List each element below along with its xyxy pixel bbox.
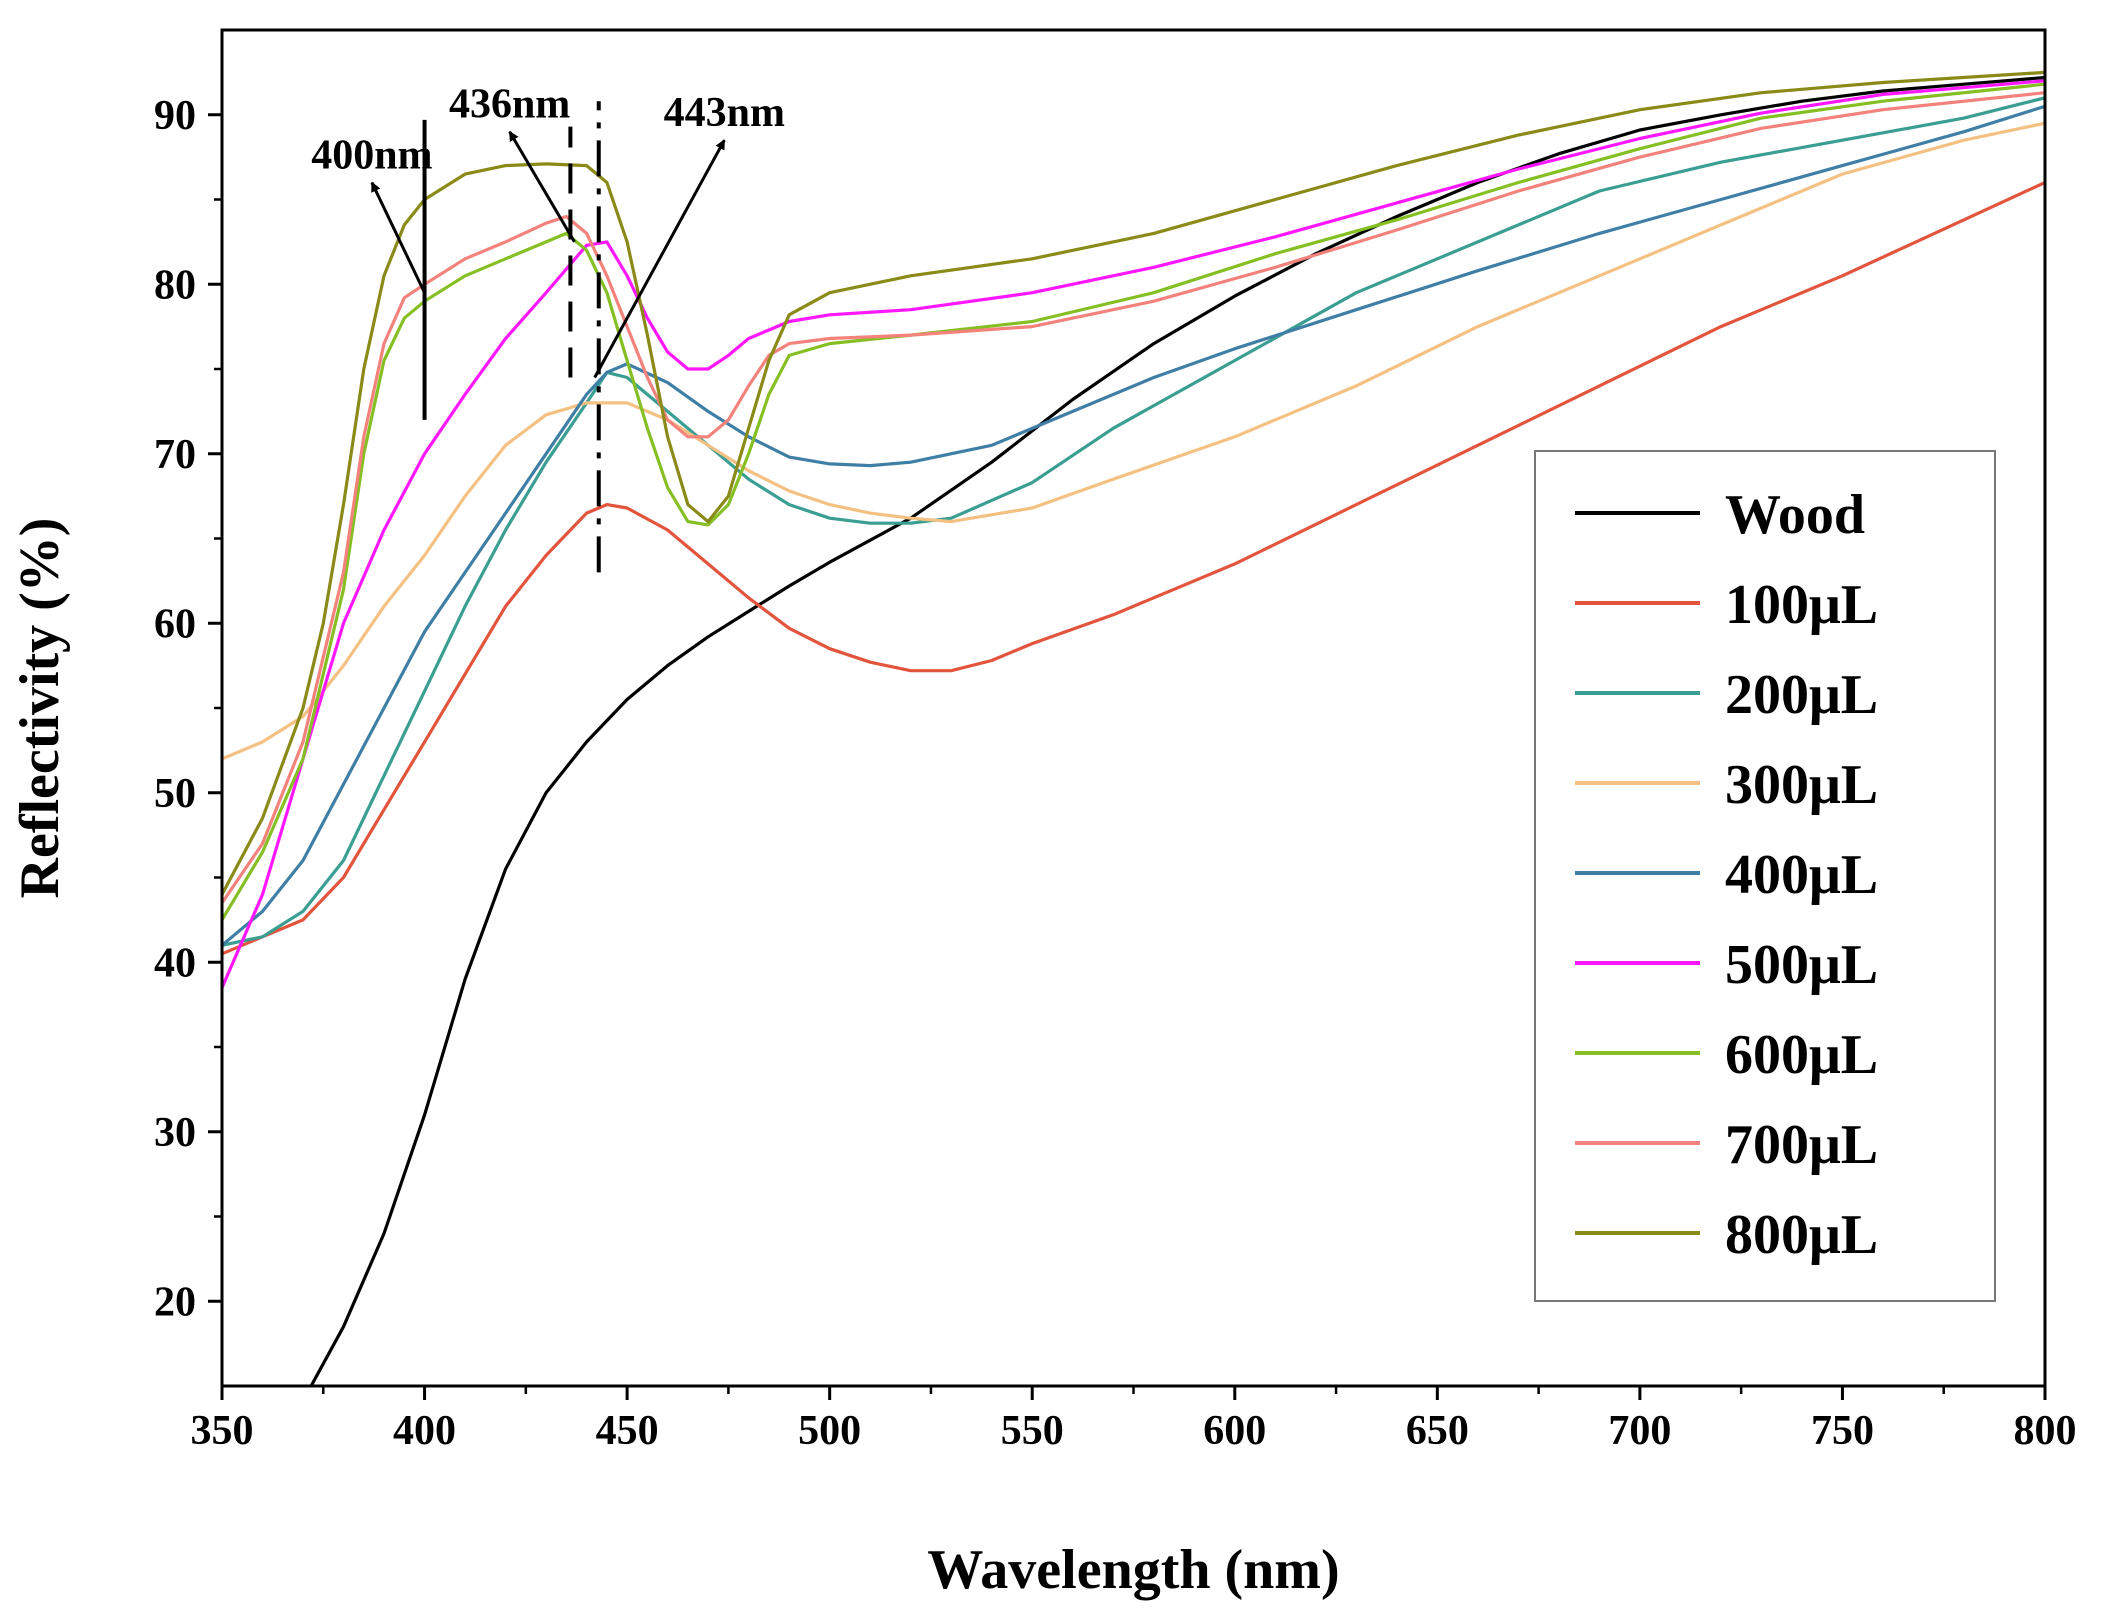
- y-tick-label-6: 80: [154, 262, 196, 308]
- series-line-8: [222, 70, 2045, 897]
- legend-label-6: 600μL: [1725, 1024, 1878, 1086]
- legend-label-2: 200μL: [1725, 664, 1878, 726]
- y-tick-label-3: 50: [154, 771, 196, 817]
- annotation-arrow-0: [370, 181, 426, 294]
- series-line-4: [222, 104, 2045, 947]
- x-tick-label-9: 800: [2014, 1408, 2077, 1454]
- y-tick-label-5: 70: [154, 432, 196, 478]
- annotation-arrow-2: [593, 139, 726, 379]
- series-layer: [222, 70, 2045, 1386]
- y-tick-label-4: 60: [154, 601, 196, 647]
- legend-label-8: 800μL: [1725, 1204, 1878, 1266]
- x-tick-label-1: 400: [393, 1408, 456, 1454]
- y-tick-label-2: 40: [154, 940, 196, 986]
- x-tick-label-2: 450: [596, 1408, 659, 1454]
- annotation-label-0: 400nm: [311, 133, 432, 179]
- series-line-1: [222, 180, 2045, 956]
- y-axis-title: Reflectivity (%): [9, 518, 71, 899]
- series-line-3: [222, 121, 2045, 761]
- legend-box: [1534, 450, 1996, 1302]
- y-tick-label-0: 20: [154, 1279, 196, 1325]
- y-tick-label-7: 90: [154, 93, 196, 139]
- annotation-label-2: 443nm: [664, 90, 785, 136]
- x-tick-label-0: 350: [191, 1408, 254, 1454]
- annotation-label-1: 436nm: [449, 82, 570, 128]
- series-line-7: [222, 91, 2045, 905]
- x-tick-label-6: 650: [1406, 1408, 1469, 1454]
- series-line-6: [222, 82, 2045, 922]
- x-tick-label-8: 750: [1811, 1408, 1874, 1454]
- legend-label-5: 500μL: [1725, 934, 1878, 996]
- legend-label-0: Wood: [1725, 484, 1865, 546]
- reference-line-layer: [422, 101, 601, 573]
- legend-label-1: 100μL: [1725, 574, 1878, 636]
- x-tick-label-7: 700: [1608, 1408, 1671, 1454]
- x-tick-label-3: 500: [798, 1408, 861, 1454]
- legend-label-4: 400μL: [1725, 844, 1878, 906]
- legend-label-7: 700μL: [1725, 1114, 1878, 1176]
- y-tick-label-1: 30: [154, 1110, 196, 1156]
- tick-layer: 350 400 450 500 550 600 650 700 750 800 20 30 40 50 60…: [154, 93, 2077, 1454]
- x-axis-title: Wavelength (nm): [927, 1539, 1339, 1601]
- series-line-2: [222, 96, 2045, 947]
- legend-label-3: 300μL: [1725, 754, 1878, 816]
- annotation-layer: 400nm 436nm 443nm: [311, 82, 785, 379]
- annotation-arrow-1: [508, 130, 576, 243]
- legend: Wood 100μL 200μL 300μL 400μL 500μL 600μL 700μL 8…: [1534, 450, 1996, 1302]
- x-tick-label-5: 600: [1203, 1408, 1266, 1454]
- x-tick-label-4: 550: [1001, 1408, 1064, 1454]
- series-line-5: [222, 79, 2045, 990]
